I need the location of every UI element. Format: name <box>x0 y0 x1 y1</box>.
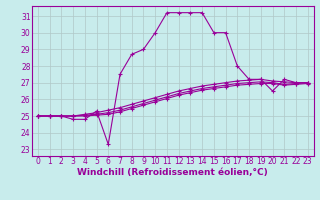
X-axis label: Windchill (Refroidissement éolien,°C): Windchill (Refroidissement éolien,°C) <box>77 168 268 177</box>
